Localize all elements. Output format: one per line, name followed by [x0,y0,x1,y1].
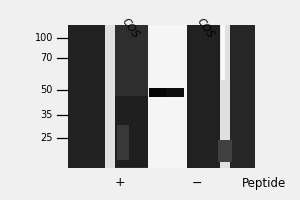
Bar [68,25,105,168]
Bar [117,125,129,160]
Text: COS: COS [195,16,216,40]
Bar [115,96,148,167]
Text: 25: 25 [40,133,53,143]
Bar [107,25,110,70]
Bar [68,25,255,168]
Bar [148,25,187,168]
Text: 100: 100 [34,33,53,43]
Text: 35: 35 [40,110,53,120]
Bar [221,25,225,80]
Text: 70: 70 [40,53,53,63]
Bar [149,88,166,97]
Text: 50: 50 [40,85,53,95]
Text: COS: COS [120,16,141,40]
Text: +: + [115,176,125,190]
Bar [230,25,255,168]
Text: −: − [192,176,202,190]
Bar [149,88,184,97]
Bar [105,25,115,168]
Bar [187,25,220,168]
Bar [106,25,112,100]
Text: Peptide: Peptide [242,176,286,190]
Bar [218,140,232,162]
Bar [220,25,230,168]
Bar [115,25,148,168]
